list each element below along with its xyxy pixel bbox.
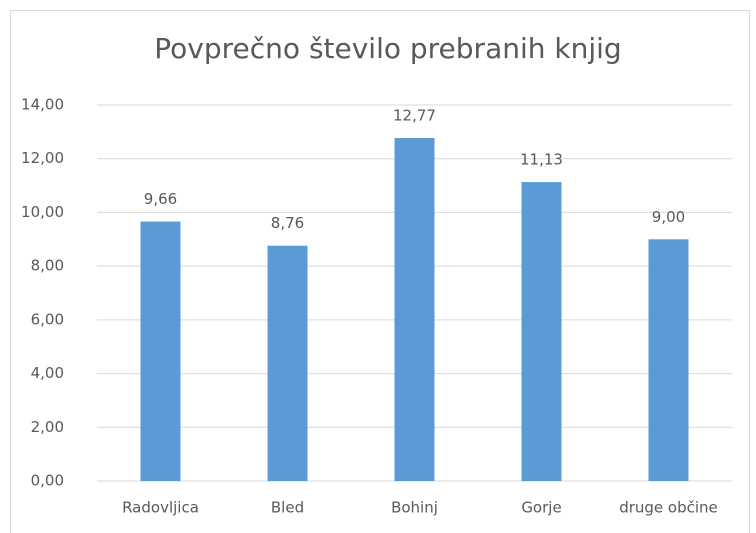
x-tick-label: druge občine [619,499,718,517]
y-tick-label: 12,00 [21,149,64,167]
y-tick-label: 4,00 [31,364,64,382]
data-label: 11,13 [520,151,563,169]
data-label: 12,77 [393,107,436,125]
data-label: 9,00 [652,208,685,226]
x-tick-label: Radovljica [122,499,199,517]
bar [648,239,689,481]
bar [140,221,181,481]
bar [521,182,562,481]
chart-border [10,10,750,533]
bar [267,245,308,481]
y-tick-label: 0,00 [31,472,64,490]
x-tick-label: Bohinj [391,499,438,517]
data-label: 8,76 [271,214,304,232]
chart-title: Povprečno število prebranih knjig [154,32,621,65]
y-tick-label: 6,00 [31,310,64,328]
bar [394,138,435,481]
y-tick-label: 8,00 [31,257,64,275]
y-tick-label: 2,00 [31,418,64,436]
x-tick-label: Gorje [521,499,561,517]
x-tick-label: Bled [271,499,304,517]
y-tick-label: 10,00 [21,203,64,221]
y-tick-label: 14,00 [21,96,64,114]
data-label: 9,66 [144,190,177,208]
